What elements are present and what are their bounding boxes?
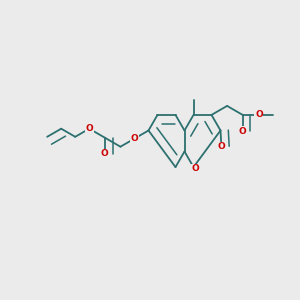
Text: O: O [191, 164, 199, 173]
Text: O: O [218, 142, 225, 151]
Text: O: O [255, 110, 263, 119]
Text: O: O [85, 124, 93, 133]
Text: O: O [101, 149, 109, 158]
Text: O: O [239, 127, 247, 136]
Text: O: O [130, 134, 138, 143]
